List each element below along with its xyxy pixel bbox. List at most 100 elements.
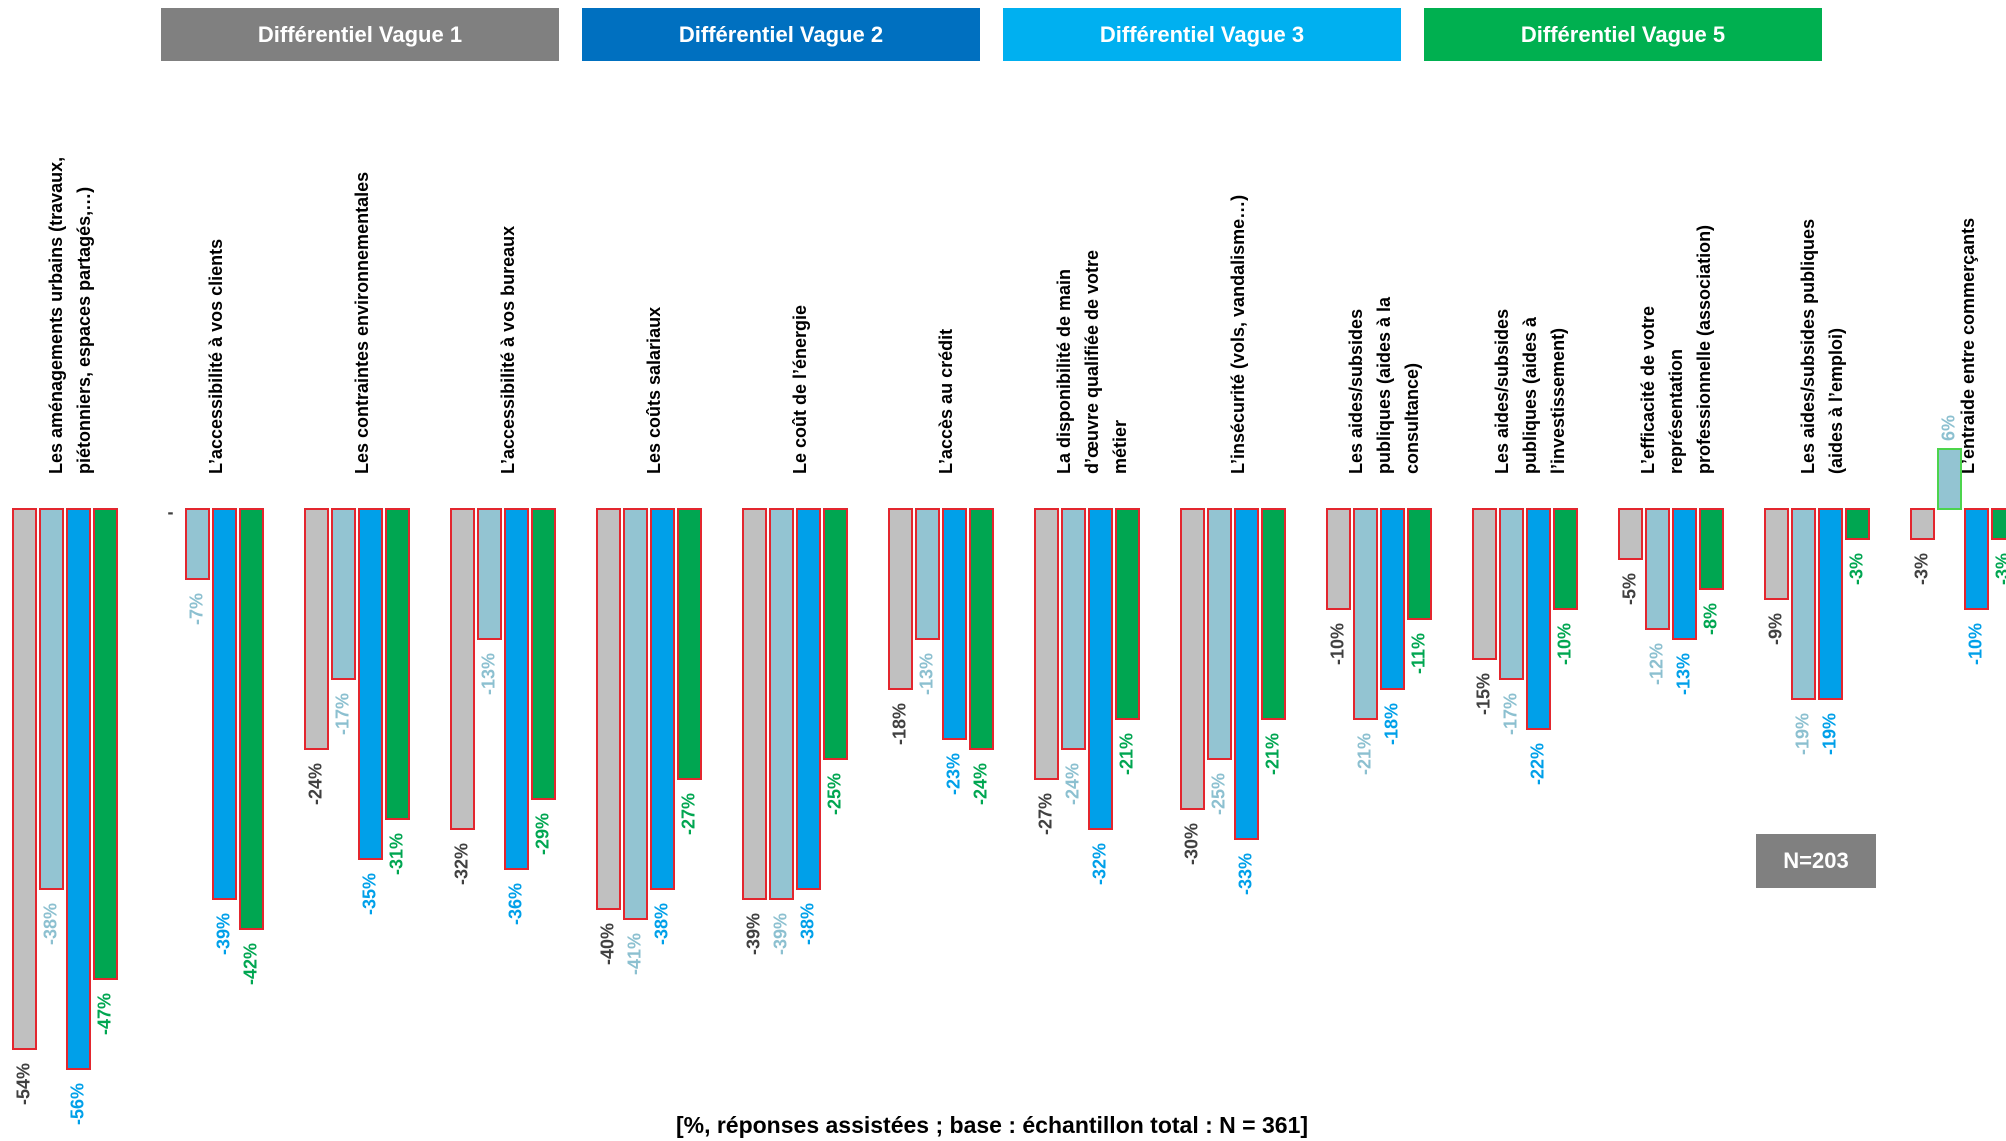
bar [531,508,556,800]
value-label: -7% [186,593,206,625]
bar [1061,508,1086,750]
value-label: -29% [532,813,552,855]
value-label: -25% [824,773,844,815]
bar [650,508,675,890]
category-label: L’insécurité (vols, vandalisme…) [1228,195,1248,474]
value-label: -21% [1262,733,1282,775]
bar [596,508,621,910]
value-label: -39% [770,913,790,955]
value-label: -30% [1181,823,1201,865]
category-label: publiques (aides à [1520,316,1540,474]
value-label: -56% [67,1083,87,1125]
bar [1672,508,1697,640]
bar [1261,508,1286,720]
category-label: d’œuvre qualifiée de votre [1082,250,1102,474]
value-label: -22% [1527,743,1547,785]
bar [1407,508,1432,620]
bar [1234,508,1259,840]
bar [1207,508,1232,760]
bar [1991,508,2006,540]
bar [1472,508,1497,660]
bar [1088,508,1113,830]
bar [1845,508,1870,540]
value-label: -32% [451,843,471,885]
bar [504,508,529,870]
category-label: piétonniers, espaces partagés,…) [74,187,94,474]
legend-label: Différentiel Vague 2 [679,22,883,47]
value-label: -47% [94,993,114,1035]
value-label: -8% [1700,603,1720,635]
value-label: -12% [1646,643,1666,685]
category-label: consultance) [1402,363,1422,474]
value-label: -10% [1965,623,1985,665]
bar [304,508,329,750]
value-label: -19% [1792,713,1812,755]
bar [1180,508,1205,810]
bar [358,508,383,860]
value-label: -27% [678,793,698,835]
value-label: -19% [1819,713,1839,755]
value-label: - [168,502,174,522]
value-label: -31% [386,833,406,875]
bar [1553,508,1578,610]
value-label: -24% [305,763,325,805]
bar [915,508,940,640]
bar [239,508,264,930]
category-label: l’investissement) [1548,328,1568,474]
value-label: -18% [889,703,909,745]
category-label: Les aides/subsides [1346,309,1366,474]
category-label: Les aides/subsides [1492,309,1512,474]
category-label: Les contraintes environnementales [352,172,372,474]
bar [1618,508,1643,560]
value-label: -21% [1354,733,1374,775]
bar [969,508,994,750]
value-label: -10% [1554,623,1574,665]
sample-note: N=203 [1783,848,1848,873]
legend-label: Différentiel Vague 5 [1521,22,1725,47]
value-label: -41% [624,933,644,975]
bar [769,508,794,900]
value-label: -17% [332,693,352,735]
category-label: Les aménagements urbains (travaux, [46,157,66,474]
value-label: -9% [1765,613,1785,645]
bar [1910,508,1935,540]
value-label: -38% [651,903,671,945]
bar [1326,508,1351,610]
bar [942,508,967,740]
value-label: -40% [597,923,617,965]
bar [1964,508,1989,610]
category-label: L’entraide entre commerçants [1958,218,1978,474]
category-label: professionnelle (association) [1694,225,1714,474]
bar [66,508,91,1070]
bar [1380,508,1405,690]
value-label: -25% [1208,773,1228,815]
bar [1791,508,1816,700]
legend-box [1424,8,1822,61]
category-label: Les coûts salariaux [644,307,664,474]
category-label: (aides à l’emploi) [1826,328,1846,474]
value-label: -36% [505,883,525,925]
value-label: -24% [970,763,990,805]
bar [1034,508,1059,780]
category-label: La disponibilité de main [1054,269,1074,474]
value-label: -13% [1673,653,1693,695]
bar [1526,508,1551,730]
value-label: -3% [1846,553,1866,585]
legend-box [161,8,559,61]
bar [1764,508,1789,600]
value-label: -13% [916,653,936,695]
value-label: -27% [1035,793,1055,835]
legend-box [582,8,980,61]
bar [185,508,210,580]
value-label: -10% [1327,623,1347,665]
value-label: -38% [40,903,60,945]
category-label: Le coût de l’énergie [790,305,810,474]
legend-box [1003,8,1401,61]
bar [1115,508,1140,720]
value-label: -38% [797,903,817,945]
value-label: -3% [1992,553,2006,585]
value-label: -32% [1089,843,1109,885]
bar [623,508,648,920]
value-label: -42% [240,943,260,985]
sample-box [1756,834,1876,888]
